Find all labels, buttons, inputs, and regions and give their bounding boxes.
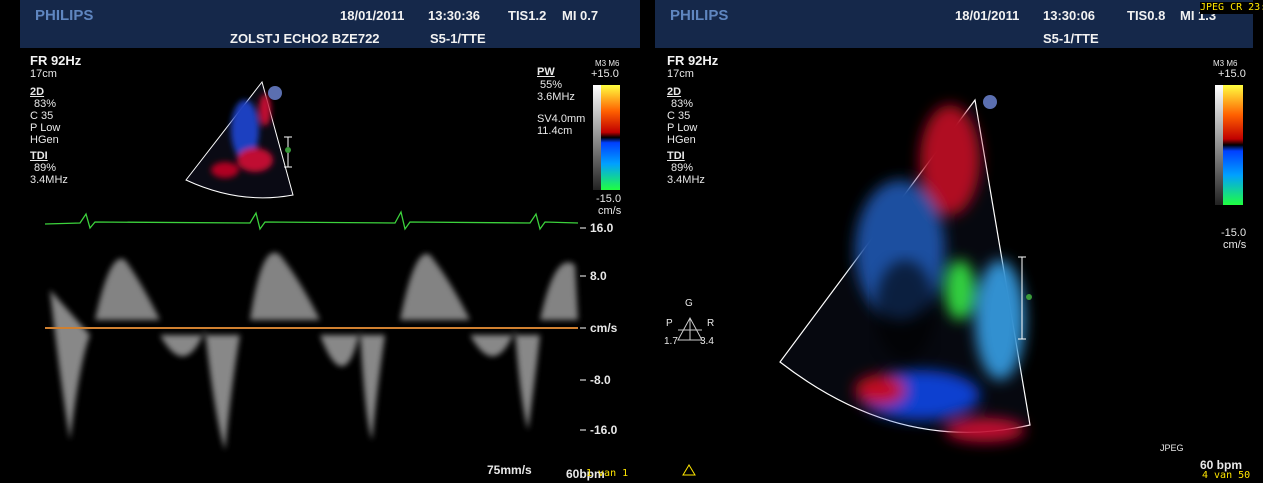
scale-ticks	[580, 227, 586, 431]
imaging-param: P Low	[30, 122, 61, 134]
color-doppler	[211, 94, 273, 178]
patient: ZOLSTJ ECHO2 BZE722	[230, 31, 380, 46]
tis: TIS1.2	[508, 8, 547, 23]
date: 18/01/2011	[955, 8, 1020, 23]
doppler-spectrum	[50, 252, 578, 450]
brand: PHILIPS	[670, 7, 729, 24]
imaging-param: 17cm	[667, 68, 694, 80]
colorbar-mode: M3 M6	[1213, 59, 1238, 68]
imaging-param: 89%	[671, 162, 694, 174]
date: 18/01/2011	[340, 8, 405, 23]
imaging-param: HGen	[667, 134, 696, 146]
colorbar-bottom: -15.0	[596, 193, 622, 205]
tis: TIS0.8	[1127, 8, 1166, 23]
colorbar-top: +15.0	[591, 68, 619, 80]
scale-label: 16.0	[590, 221, 614, 235]
imaging-param: FR 92Hz	[667, 53, 719, 68]
scale-label: cm/s	[590, 321, 618, 335]
imaging-param: 89%	[34, 162, 57, 174]
heart-rate: 60 bpm	[1200, 458, 1243, 472]
pw-param: 11.4cm	[537, 125, 573, 137]
sweep-speed: 75mm/s	[487, 463, 532, 477]
warning-icon	[682, 464, 696, 476]
pw-param: SV4.0mm	[537, 113, 586, 125]
gate-marker	[1026, 294, 1032, 300]
pw-label: PW	[537, 66, 555, 78]
imaging-param: 2D	[30, 86, 45, 98]
imaging-param: 2D	[667, 86, 682, 98]
orientation-triad	[677, 316, 703, 341]
gate	[1018, 256, 1026, 340]
frame-counter: 4 van 50	[1202, 470, 1251, 481]
header-bar	[20, 0, 640, 48]
gray-bar	[1215, 85, 1223, 205]
colorbar-top: +15.0	[1218, 68, 1246, 80]
imaging-param: P Low	[667, 122, 698, 134]
scale-label: -8.0	[590, 373, 611, 387]
imaging-param: HGen	[30, 134, 59, 146]
brand: PHILIPS	[35, 7, 94, 24]
triad-label: G	[685, 298, 693, 309]
pw-param: 55%	[540, 79, 563, 91]
imaging-param: 17cm	[30, 68, 57, 80]
frame-counter: 1 van 1	[586, 468, 629, 479]
probe: S5-1/TTE	[430, 31, 486, 46]
imaging-param: 3.4MHz	[667, 174, 705, 186]
probe-marker	[983, 95, 997, 109]
ecg-trace	[44, 210, 579, 231]
scale-label: 8.0	[590, 269, 607, 283]
format: JPEG	[1160, 443, 1184, 453]
time: 13:30:36	[428, 8, 481, 23]
imaging-param: C 35	[667, 110, 691, 122]
triad-label: 3.4	[700, 336, 714, 347]
gate-marker	[285, 147, 291, 153]
imaging-param: TDI	[667, 150, 685, 162]
colorbar-bottom: -15.0	[1221, 227, 1247, 239]
time: 13:30:06	[1043, 8, 1096, 23]
colorbar-unit: cm/s	[1223, 239, 1247, 251]
imaging-param: 83%	[34, 98, 57, 110]
colorbar-mode: M3 M6	[595, 59, 620, 68]
imaging-param: TDI	[30, 150, 48, 162]
chamber	[875, 260, 935, 360]
colorbar-unit: cm/s	[598, 205, 622, 217]
header-bar	[655, 0, 1253, 48]
imaging-param: 3.4MHz	[30, 174, 68, 186]
heart-rate: 60bpm	[566, 467, 605, 481]
gray-bar	[593, 85, 601, 190]
compression: JPEG CR 23:1	[1200, 2, 1263, 14]
imaging-param: 83%	[671, 98, 694, 110]
triad-label: R	[707, 318, 715, 329]
pw-param: 3.6MHz	[537, 91, 575, 103]
imaging-param: C 35	[30, 110, 54, 122]
triad-label: P	[666, 318, 673, 329]
imaging-param: FR 92Hz	[30, 53, 82, 68]
mi: MI 0.7	[562, 8, 599, 23]
probe-marker	[268, 86, 282, 100]
scale-label: -16.0	[590, 423, 618, 437]
triad-label: 1.7	[664, 336, 678, 347]
probe: S5-1/TTE	[1043, 31, 1099, 46]
